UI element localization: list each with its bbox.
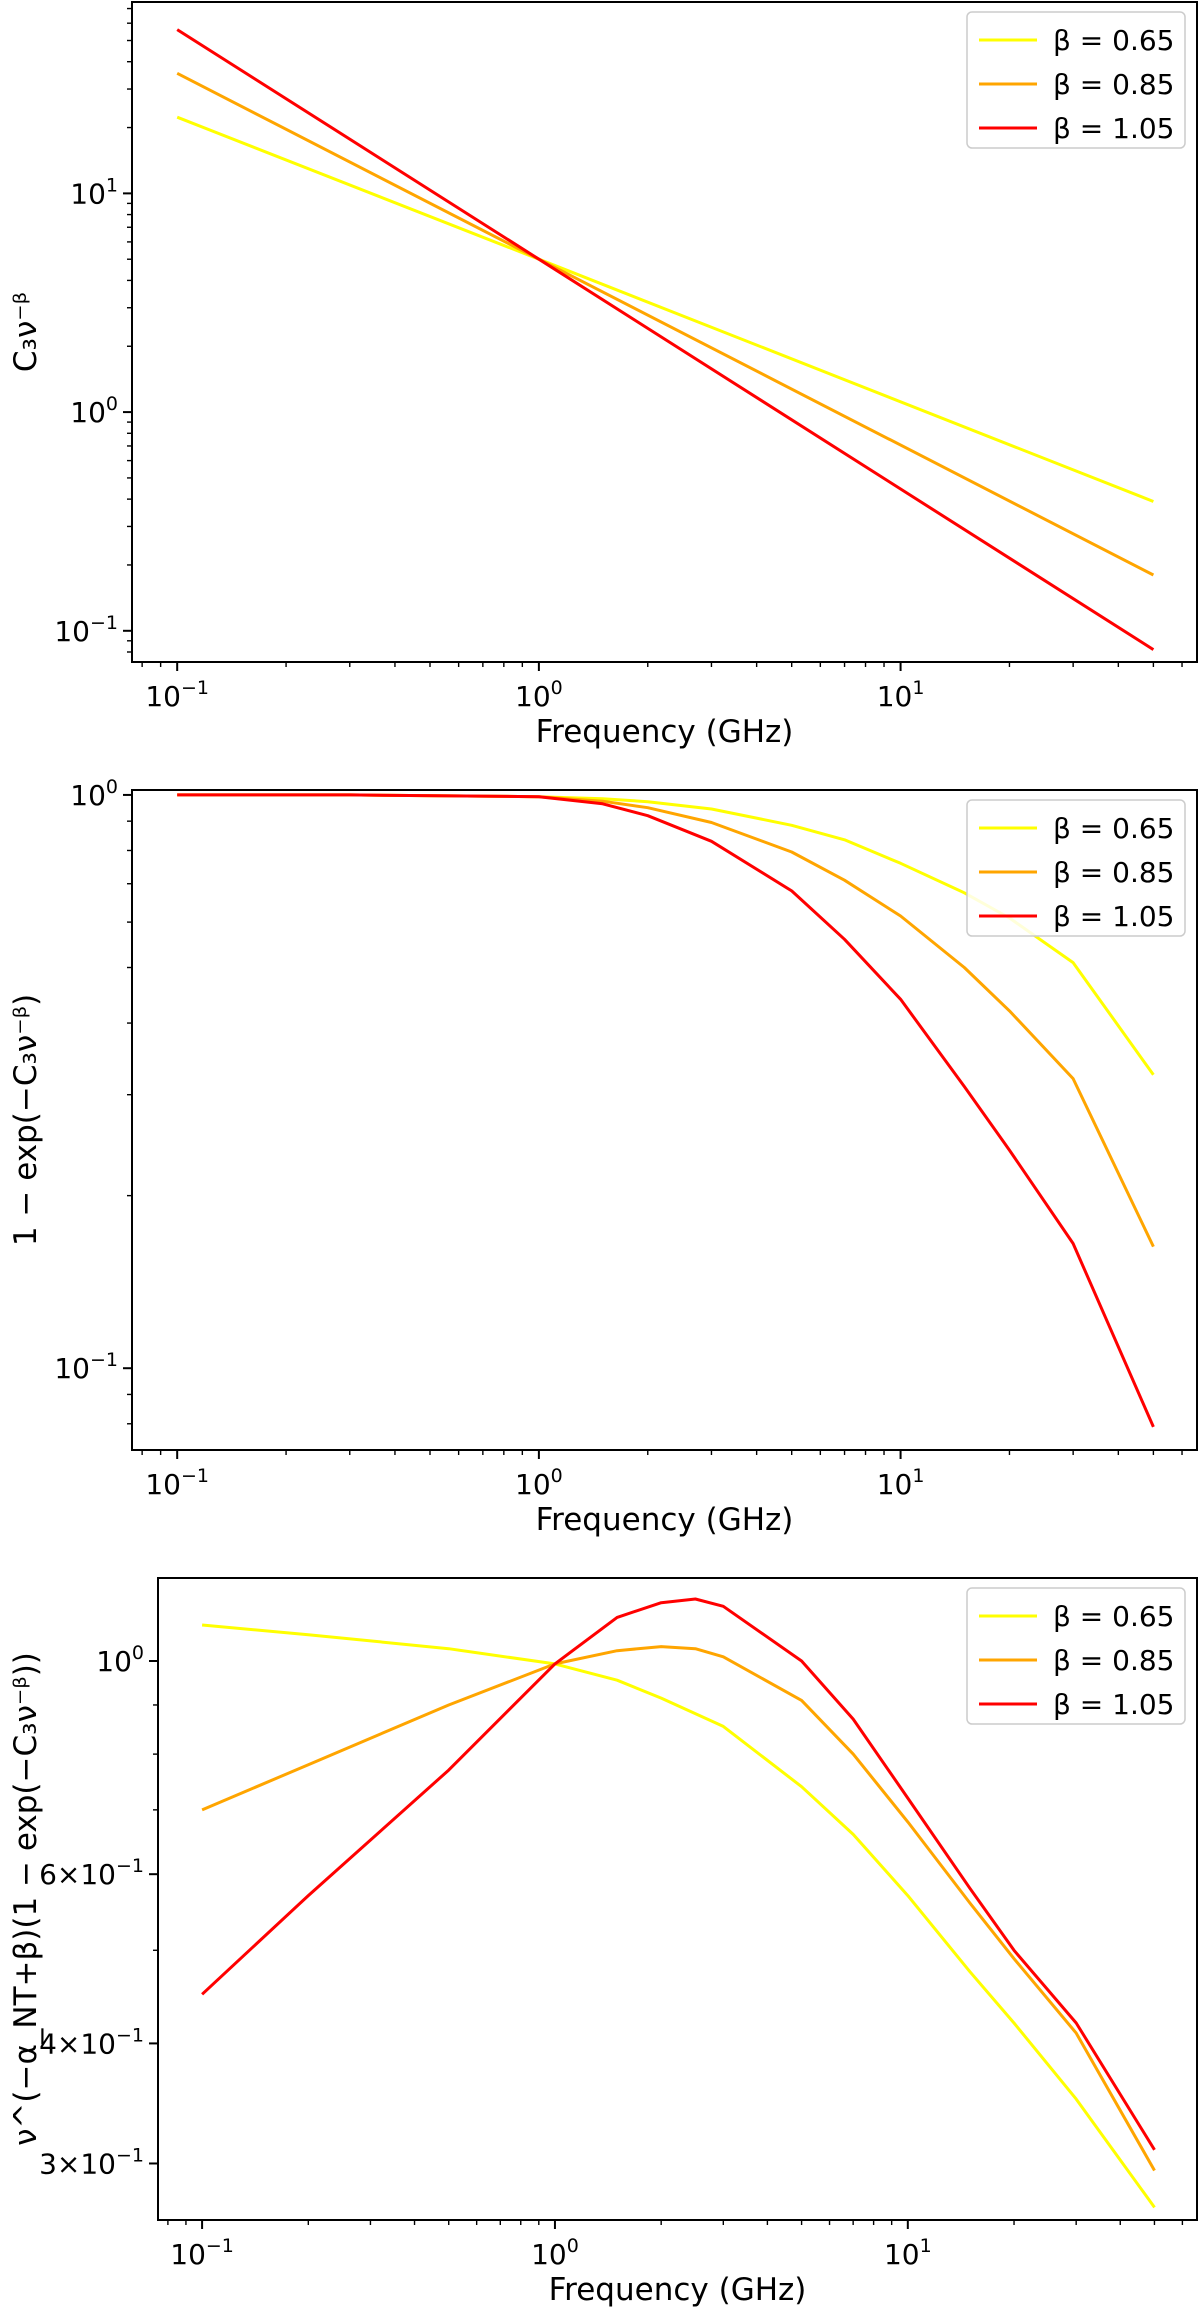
legend-box (966, 799, 1186, 937)
plot-frame (157, 1577, 1198, 2221)
y-tick-label: 3×10−1 (39, 2144, 144, 2180)
series-line-3 (177, 793, 1155, 1428)
legend: β = 0.65 β = 0.85 β = 1.05 (966, 1587, 1186, 1725)
y-tick-label: 100 (96, 1642, 144, 1678)
x-axis-label: Frequency (GHz) (536, 714, 794, 750)
chart-panel-3: 10−1 100 1013×10−14×10−16×10−1100Frequency… (8, 1577, 1198, 2308)
x-tick-label: 10−1 (145, 1465, 209, 1501)
series-line-2 (201, 1645, 1156, 2172)
x-tick-label: 10−1 (170, 2235, 234, 2271)
legend-label: β = 0.85 (1053, 68, 1174, 101)
x-axis-label: Frequency (GHz) (549, 2272, 807, 2308)
series-line-1 (176, 115, 1154, 503)
x-tick-label: 100 (515, 677, 563, 713)
legend: β = 0.65 β = 0.85 β = 1.05 (966, 799, 1186, 937)
x-tick-label: 101 (877, 677, 925, 713)
x-tick-label: 10−1 (145, 677, 209, 713)
y-tick-label: 100 (70, 393, 118, 429)
y-tick-label: 101 (70, 174, 118, 210)
legend: β = 0.65 β = 0.85 β = 1.05 (966, 11, 1186, 149)
x-tick-label: 100 (531, 2235, 579, 2271)
legend-label: β = 0.65 (1053, 1600, 1174, 1633)
legend-label: β = 1.05 (1053, 900, 1174, 933)
legend-box (966, 1587, 1186, 1725)
legend-label: β = 0.85 (1053, 856, 1174, 889)
x-tick-label: 100 (515, 1465, 563, 1501)
legend-label: β = 1.05 (1053, 1688, 1174, 1721)
chart-panel-1: 10−1 100 101 10−1 100 101 Frequency (GHz) C₃ν⁻ᵝ… (8, 1, 1198, 750)
y-tick-label: 10−1 (54, 1349, 118, 1385)
x-tick-label: 101 (877, 1465, 925, 1501)
legend-label: β = 0.65 (1053, 812, 1174, 845)
y-axis-label: 1 − exp(−C₃ν⁻ᵝ) (8, 994, 44, 1246)
y-axis-label: ν^(−α_NT+β)(1 − exp(−C₃ν⁻ᵝ)) (8, 1652, 44, 2146)
plot-frame (131, 1, 1198, 663)
legend-label: β = 1.05 (1053, 112, 1174, 145)
y-tick-label: 4×10−1 (39, 2024, 144, 2060)
series-line-3 (176, 28, 1155, 651)
plot-frame (131, 789, 1198, 1451)
x-tick-label: 101 (884, 2235, 932, 2271)
series-line-1 (201, 1623, 1156, 2209)
legend-box (966, 11, 1186, 149)
legend-label: β = 0.65 (1053, 24, 1174, 57)
y-axis-label: C₃ν⁻ᵝ (8, 292, 44, 372)
y-tick-label: 100 (70, 776, 118, 812)
y-tick-label: 6×10−1 (39, 1855, 144, 1891)
y-tick-label: 10−1 (54, 612, 118, 648)
x-axis-label: Frequency (GHz) (536, 1502, 794, 1538)
legend-label: β = 0.85 (1053, 1644, 1174, 1677)
series-line-3 (201, 1597, 1156, 2151)
